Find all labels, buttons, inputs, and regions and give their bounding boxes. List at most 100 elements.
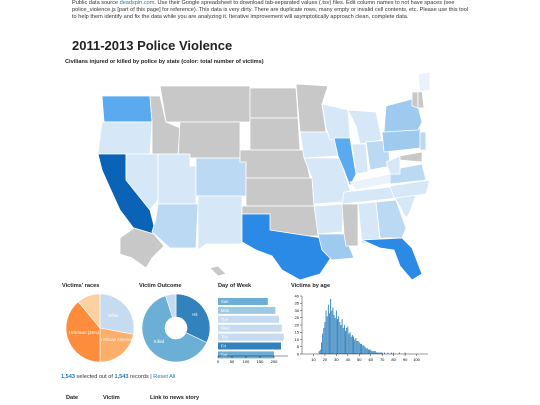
dow-bar[interactable] <box>218 315 280 323</box>
age-bar[interactable] <box>323 327 325 354</box>
age-bar[interactable] <box>369 349 371 354</box>
age-bar[interactable] <box>330 298 332 354</box>
age-bar[interactable] <box>373 351 375 354</box>
state-wv[interactable] <box>385 155 401 175</box>
state-ut[interactable] <box>157 153 197 205</box>
age-bar[interactable] <box>354 339 356 355</box>
dow-bar[interactable] <box>218 333 284 341</box>
state-co[interactable] <box>195 157 247 197</box>
age-bar[interactable] <box>384 352 385 354</box>
us-states-map[interactable] <box>60 70 430 280</box>
age-bar[interactable] <box>342 327 344 354</box>
age-bar[interactable] <box>372 351 374 354</box>
age-bar[interactable] <box>337 319 338 354</box>
state-nd[interactable] <box>249 87 299 119</box>
age-bar[interactable] <box>348 333 350 354</box>
pie-slice[interactable] <box>175 293 211 343</box>
age-bar[interactable] <box>347 326 349 354</box>
source-link[interactable]: deadspin.com <box>119 0 155 6</box>
pie-slice[interactable] <box>77 293 101 329</box>
age-bar[interactable] <box>359 343 361 354</box>
age-bar[interactable] <box>398 352 400 354</box>
age-bar[interactable] <box>331 310 333 355</box>
age-bar[interactable] <box>324 322 326 354</box>
state-fl[interactable] <box>361 237 423 280</box>
state-in[interactable] <box>351 143 369 175</box>
pie-slice[interactable] <box>65 301 101 363</box>
state-me[interactable] <box>417 71 430 93</box>
state-hi[interactable] <box>209 265 227 277</box>
reset-all-link[interactable]: Reset All <box>153 374 176 380</box>
age-bar[interactable] <box>361 343 363 354</box>
age-bar[interactable] <box>350 336 352 354</box>
age-bar[interactable] <box>378 352 380 354</box>
age-bar[interactable] <box>375 352 377 354</box>
age-bar[interactable] <box>362 345 364 354</box>
state-vt[interactable] <box>411 91 419 109</box>
age-bar[interactable] <box>325 310 327 355</box>
state-wa[interactable] <box>101 95 153 123</box>
state-tx[interactable] <box>241 213 333 280</box>
age-bar[interactable] <box>322 333 324 354</box>
age-bar[interactable] <box>363 345 365 354</box>
age-bar[interactable] <box>387 352 389 354</box>
age-bar[interactable] <box>319 349 321 354</box>
races-pie-chart[interactable]: White Black or African American Unknown (3… <box>64 292 136 364</box>
state-nj[interactable] <box>419 131 427 151</box>
state-or[interactable] <box>97 121 153 155</box>
age-bar[interactable] <box>367 349 369 354</box>
age-bar[interactable] <box>366 348 368 354</box>
state-wy[interactable] <box>177 121 241 159</box>
age-bar[interactable] <box>374 351 376 354</box>
age-bar[interactable] <box>346 327 348 354</box>
age-bar[interactable] <box>332 307 334 354</box>
pie-slice[interactable] <box>99 327 134 363</box>
age-bar[interactable] <box>377 352 379 354</box>
age-bar[interactable] <box>356 340 358 354</box>
state-ks[interactable] <box>245 177 315 207</box>
age-bar[interactable] <box>327 304 329 354</box>
age-bar[interactable] <box>365 348 367 354</box>
age-bar[interactable] <box>341 319 343 354</box>
age-bar[interactable] <box>357 340 359 354</box>
age-bar[interactable] <box>370 349 372 354</box>
dow-bar[interactable] <box>218 351 274 359</box>
age-bar[interactable] <box>318 351 320 354</box>
age-bar[interactable] <box>335 310 337 355</box>
age-bar[interactable] <box>379 352 381 354</box>
pie-slice[interactable] <box>99 293 135 335</box>
dow-bar[interactable] <box>218 298 268 305</box>
age-bar[interactable] <box>339 322 341 354</box>
age-bar[interactable] <box>355 338 357 354</box>
age-bar[interactable] <box>340 325 342 354</box>
state-ar[interactable] <box>313 203 345 235</box>
state-ms[interactable] <box>341 203 359 247</box>
age-bar[interactable] <box>338 316 340 354</box>
age-bar[interactable] <box>390 352 392 354</box>
dow-bar[interactable] <box>218 306 276 314</box>
state-mt[interactable] <box>159 85 251 123</box>
state-ga[interactable] <box>375 199 407 239</box>
age-bar[interactable] <box>371 351 373 354</box>
age-bar[interactable] <box>343 325 345 354</box>
dow-bar[interactable] <box>218 324 282 332</box>
age-bar[interactable] <box>333 314 335 354</box>
age-bar[interactable] <box>326 316 328 354</box>
age-bar[interactable] <box>393 352 395 354</box>
age-bar[interactable] <box>334 317 336 354</box>
age-bar[interactable] <box>380 352 382 354</box>
state-ne[interactable] <box>239 149 311 179</box>
state-nc[interactable] <box>389 179 430 199</box>
state-nh[interactable] <box>417 89 425 109</box>
age-bar[interactable] <box>364 346 366 354</box>
state-sd[interactable] <box>249 117 301 151</box>
dow-bar[interactable] <box>218 342 281 350</box>
state-il[interactable] <box>333 137 357 187</box>
state-md[interactable] <box>399 151 423 163</box>
age-bar[interactable] <box>345 330 346 354</box>
age-bar[interactable] <box>358 342 360 354</box>
age-bar[interactable] <box>353 336 355 354</box>
age-bar[interactable] <box>329 313 330 354</box>
age-bar[interactable] <box>321 342 322 354</box>
